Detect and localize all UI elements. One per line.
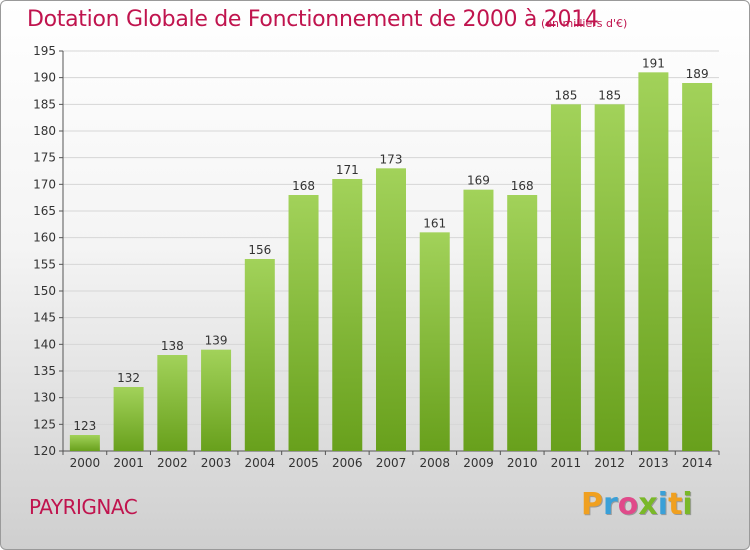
chart-title: Dotation Globale de Fonctionnement de 20… [27,7,599,32]
bar [288,195,319,451]
y-tick-label: 135 [33,364,56,378]
bar-value-label: 189 [686,67,709,81]
x-tick-label: 2011 [551,456,582,470]
x-tick-label: 2008 [419,456,450,470]
labels: 120 125 130 135 140 145 150 155 160 165 170 175 180 1… [33,44,712,470]
x-tick-label: 2012 [594,456,625,470]
y-tick-label: 170 [33,177,56,191]
bar [463,189,494,451]
bar-value-label: 169 [467,174,490,188]
bar [69,435,100,451]
y-tick-label: 155 [33,257,56,271]
y-tick-label: 175 [33,151,56,165]
bar [244,259,275,451]
bar [682,83,713,451]
y-tick-label: 140 [33,337,56,351]
x-tick-label: 2005 [288,456,319,470]
logo-letter: t [668,487,683,522]
bar [376,168,406,452]
y-tick-label: 150 [33,284,56,298]
bar-value-label: 161 [423,216,446,230]
x-tick-label: 2003 [201,456,232,470]
bar-value-label: 185 [598,88,621,102]
logo-letter: i [682,487,693,522]
y-tick-label: 130 [33,391,56,405]
logo-letter: i [657,487,669,522]
bar-value-label: 123 [73,419,96,433]
x-tick-label: 2000 [70,456,101,470]
x-tick-label: 2009 [463,456,494,470]
x-tick-label: 2014 [682,456,713,470]
logo-letter: P [581,487,603,522]
place-name: PAYRIGNAC [29,495,138,519]
bar-value-label: 191 [642,56,665,70]
bar [594,104,625,451]
bar-value-label: 171 [336,163,359,177]
y-tick-label: 190 [33,71,56,85]
y-tick-label: 120 [33,444,56,458]
bar [507,195,538,451]
bar-value-label: 173 [380,152,403,166]
chart-unit: (en milliers d'€) [541,17,628,30]
bar [201,349,232,451]
bar-value-label: 168 [292,179,315,193]
x-tick-label: 2002 [157,456,188,470]
bar [550,104,581,451]
logo-letter: x [638,487,658,522]
y-tick-label: 145 [33,311,56,325]
y-tick-label: 180 [33,124,56,138]
bar [638,72,669,451]
bar-value-label: 132 [117,371,140,385]
bar-value-label: 156 [248,243,271,257]
bar-value-label: 168 [511,179,534,193]
x-tick-label: 2004 [245,456,276,470]
x-tick-label: 2010 [507,456,538,470]
bar [419,232,450,451]
y-tick-label: 195 [33,44,56,58]
bar [113,387,144,451]
y-tick-label: 185 [33,97,56,111]
bar-value-label: 138 [161,339,184,353]
y-tick-label: 165 [33,204,56,218]
bars [69,72,713,452]
y-tick-label: 125 [33,417,56,431]
x-tick-label: 2007 [376,456,407,470]
x-tick-label: 2013 [638,456,669,470]
x-tick-label: 2001 [113,456,144,470]
logo-letter: r [603,487,618,522]
y-tick-label: 160 [33,231,56,245]
x-tick-label: 2006 [332,456,363,470]
logo-letter: o [617,487,639,522]
bar-value-label: 139 [205,334,228,348]
bar-value-label: 185 [554,88,577,102]
bar [157,355,188,451]
bar [332,179,363,451]
proxiti-logo: Proxiti [581,487,693,522]
